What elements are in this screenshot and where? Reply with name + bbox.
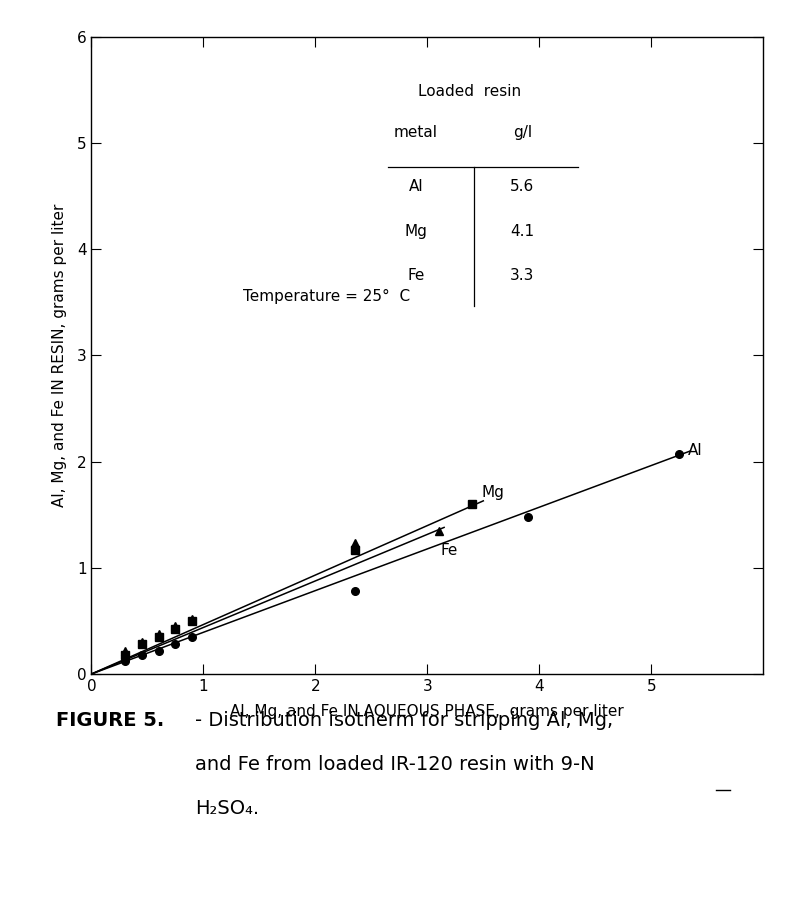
Text: Fe: Fe — [440, 544, 458, 558]
Text: Mg: Mg — [481, 485, 504, 500]
Text: - Distribution isotherm for stripping Al, Mg,: - Distribution isotherm for stripping Al… — [195, 711, 613, 730]
Y-axis label: Al, Mg, and Fe IN RESIN, grams per liter: Al, Mg, and Fe IN RESIN, grams per liter — [52, 204, 67, 507]
Text: Al: Al — [688, 444, 703, 458]
Text: Mg: Mg — [405, 224, 428, 238]
Text: Temperature = 25°  C: Temperature = 25° C — [242, 290, 409, 304]
Text: 3.3: 3.3 — [510, 268, 535, 283]
Text: 4.1: 4.1 — [510, 224, 534, 238]
Text: FIGURE 5.: FIGURE 5. — [56, 711, 164, 730]
Text: H₂SO₄.: H₂SO₄. — [195, 799, 259, 818]
Text: Loaded  resin: Loaded resin — [417, 84, 521, 99]
Text: metal: metal — [394, 125, 438, 139]
X-axis label: Al, Mg, and Fe IN AQUEOUS PHASE,  grams per liter: Al, Mg, and Fe IN AQUEOUS PHASE, grams p… — [231, 703, 624, 719]
Text: 5.6: 5.6 — [510, 179, 534, 194]
Text: g/l: g/l — [513, 125, 532, 139]
Text: and Fe from loaded IR-120 resin with 9-Ν: and Fe from loaded IR-120 resin with 9-Ν — [195, 755, 595, 774]
Text: Fe: Fe — [407, 268, 425, 283]
Text: Al: Al — [409, 179, 424, 194]
